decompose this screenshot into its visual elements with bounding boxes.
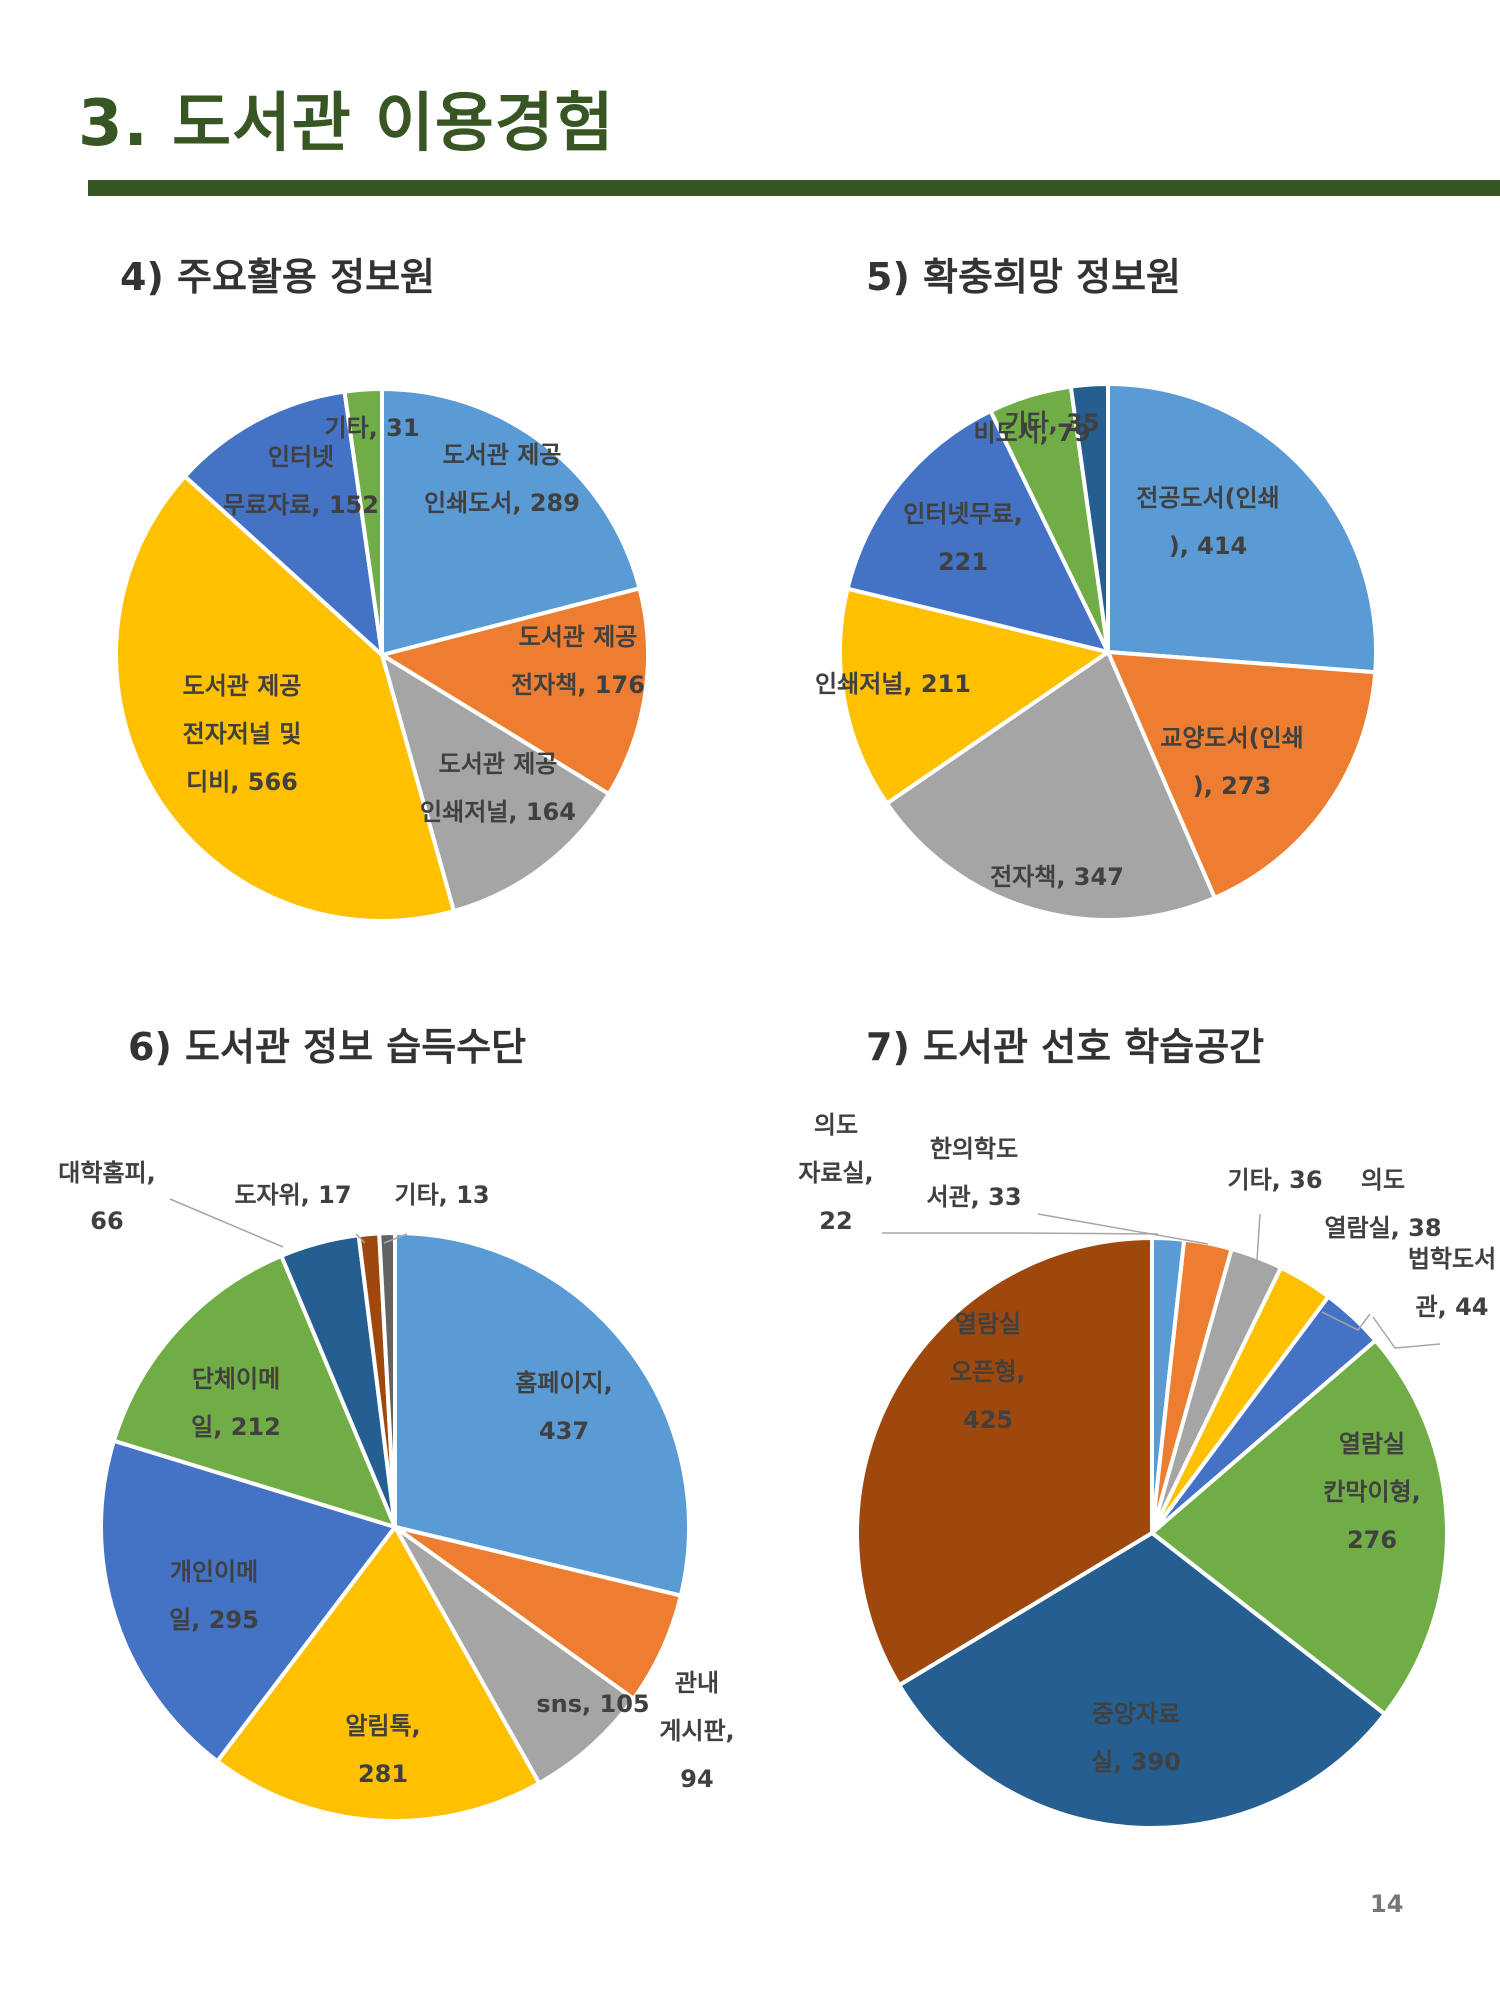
pie-slice <box>1106 650 1378 900</box>
data-label: 비도서, 79 <box>973 419 1090 447</box>
pie-slice <box>393 1231 692 1598</box>
data-label: 홈페이지, 437 <box>515 1369 612 1445</box>
pie-slice <box>380 387 642 657</box>
data-label: 기타, 36 <box>1227 1166 1322 1194</box>
data-label: 의도 자료실, 22 <box>798 1111 873 1235</box>
data-label: 중앙자료 실, 390 <box>1091 1700 1181 1776</box>
leader-line <box>1372 1316 1441 1349</box>
data-label: 전자책, 347 <box>990 863 1124 891</box>
pie-slice <box>1068 382 1110 654</box>
chart-title-primary-sources: 4) 주요활용 정보원 <box>120 255 435 299</box>
pie-slice <box>215 1525 542 1823</box>
data-label: 관내 게시판, 94 <box>659 1669 734 1793</box>
data-label: 알림톡, 281 <box>345 1712 420 1788</box>
data-label: 기타, 35 <box>1004 409 1099 437</box>
leader-line <box>383 1233 408 1244</box>
data-label: sns, 105 <box>536 1690 649 1718</box>
page-number: 14 <box>1370 1890 1404 1918</box>
page-title: 3. 도서관 이용경험 <box>78 87 615 161</box>
data-label: 도서관 제공 인쇄저널, 164 <box>420 750 576 826</box>
data-label: 도자위, 17 <box>234 1181 351 1209</box>
pie-slice <box>897 1531 1387 1830</box>
data-label: 개인이메 일, 295 <box>169 1558 259 1634</box>
chart-title-desired-sources: 5) 확충희망 정보원 <box>866 255 1181 299</box>
data-label: 법학도서 관, 44 <box>1408 1245 1496 1321</box>
pie-slice <box>845 409 1110 654</box>
data-label: 의도 열람실, 38 <box>1324 1166 1441 1242</box>
pie-slice <box>111 1253 397 1529</box>
leader-line <box>1037 1213 1209 1245</box>
data-label: 도서관 제공 인쇄도서, 289 <box>424 441 580 517</box>
pie-slice <box>855 1236 1154 1688</box>
data-label: 교양도서(인쇄), 273 <box>1160 724 1303 800</box>
data-label: 대학홈피, 66 <box>58 1159 155 1235</box>
data-label: 열람실 오픈형, 425 <box>950 1310 1025 1434</box>
title-rule <box>88 180 1500 196</box>
data-label: 기타, 13 <box>394 1181 489 1209</box>
pie-slice <box>114 474 456 923</box>
data-label: 한의학도 서관, 33 <box>926 1135 1021 1211</box>
data-label: 전공도서(인쇄), 414 <box>1136 484 1279 560</box>
data-label: 인터넷 무료자료, 152 <box>223 443 379 519</box>
data-label: 인터넷무료, 221 <box>903 500 1023 576</box>
chart-title-info-channels: 6) 도서관 정보 습득수단 <box>128 1025 527 1069</box>
pie-slice <box>838 586 1110 806</box>
leader-line <box>355 1233 366 1244</box>
pie-slice <box>393 1525 636 1786</box>
leader-line <box>1321 1311 1371 1331</box>
pie-slice <box>380 586 651 796</box>
chart-title-study-spaces: 7) 도서관 선호 학습공간 <box>866 1025 1265 1069</box>
pie-slice <box>99 1438 397 1764</box>
leader-line <box>169 1198 284 1248</box>
pie-slice <box>182 389 384 657</box>
leader-line <box>1256 1213 1261 1261</box>
data-label: 열람실 칸막이형, 276 <box>1323 1430 1420 1554</box>
data-label: 기타, 31 <box>324 414 419 442</box>
data-label: 단체이메 일, 212 <box>191 1365 281 1441</box>
pie-slice <box>377 1230 397 1529</box>
pie-slice <box>380 653 611 914</box>
pie-slice <box>1150 1338 1449 1717</box>
data-label: 도서관 제공 전자책, 176 <box>511 623 645 699</box>
pie-slice <box>342 387 384 657</box>
leader-line <box>882 1232 1159 1235</box>
data-label: 도서관 제공 전자저널 및 디비, 566 <box>183 672 302 796</box>
pie-slice <box>884 650 1217 922</box>
pie-slice <box>1106 382 1378 675</box>
data-label: 인쇄저널, 211 <box>815 670 971 698</box>
